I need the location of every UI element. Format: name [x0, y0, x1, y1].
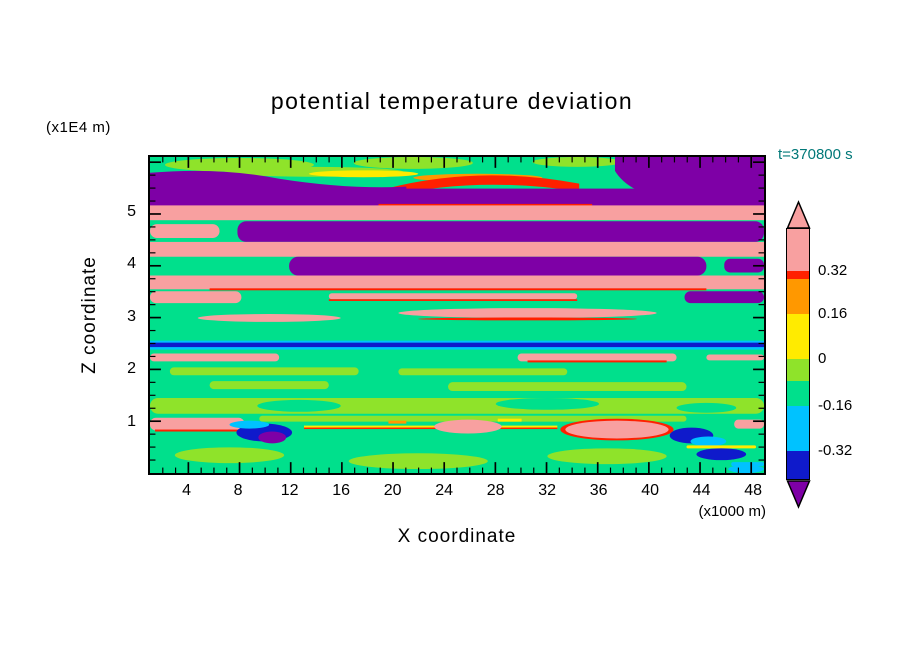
chart-title: potential temperature deviation — [270, 88, 634, 114]
x-tick-label: 48 — [744, 482, 763, 499]
axis-ticks — [150, 157, 764, 473]
x-tick-label: 28 — [486, 482, 505, 499]
plot-area — [148, 155, 766, 475]
colorbar-segment — [787, 359, 809, 381]
y-tick-label: 3 — [127, 307, 136, 325]
colorbar-segment — [787, 381, 809, 406]
x-tick-label: 20 — [383, 482, 402, 499]
colorbar-segment — [787, 271, 809, 279]
x-tick-label: 32 — [538, 482, 557, 499]
x-tick-label: 36 — [589, 482, 608, 499]
y-axis-units-label: (x1E4 m) — [46, 119, 111, 136]
colorbar-tick-label: -0.32 — [818, 442, 853, 459]
x-axis-title: X coordinate — [397, 526, 517, 547]
timestamp-label: t=370800 s — [778, 146, 853, 163]
x-tick-label: 40 — [641, 482, 660, 499]
colorbar — [786, 228, 810, 480]
x-tick-label: 12 — [280, 482, 299, 499]
x-tick-label: 8 — [233, 482, 243, 499]
x-axis-units-label: (x1000 m) — [698, 503, 766, 520]
colorbar-tick-label: 0 — [818, 350, 827, 367]
colorbar-segment — [787, 406, 809, 451]
colorbar-segment — [787, 279, 809, 314]
x-tick-label: 4 — [182, 482, 192, 499]
colorbar-tick-label: 0.16 — [818, 305, 848, 322]
heatmap-field — [150, 157, 764, 473]
colorbar-bottom-spike — [786, 480, 811, 509]
colorbar-segment — [787, 229, 809, 271]
x-tick-label: 24 — [435, 482, 454, 499]
colorbar-segment — [787, 451, 809, 479]
colorbar-top-spike — [786, 200, 811, 229]
x-tick-label: 44 — [692, 482, 711, 499]
y-tick-label: 5 — [127, 202, 136, 220]
colorbar-tick-label: 0.32 — [818, 262, 848, 279]
y-axis-title: Z coordinate — [79, 256, 100, 374]
y-tick-label: 1 — [127, 412, 136, 430]
x-tick-label: 16 — [332, 482, 351, 499]
y-tick-label: 2 — [127, 360, 136, 378]
colorbar-segment — [787, 314, 809, 359]
y-tick-label: 4 — [127, 255, 136, 273]
colorbar-tick-label: -0.16 — [818, 397, 853, 414]
